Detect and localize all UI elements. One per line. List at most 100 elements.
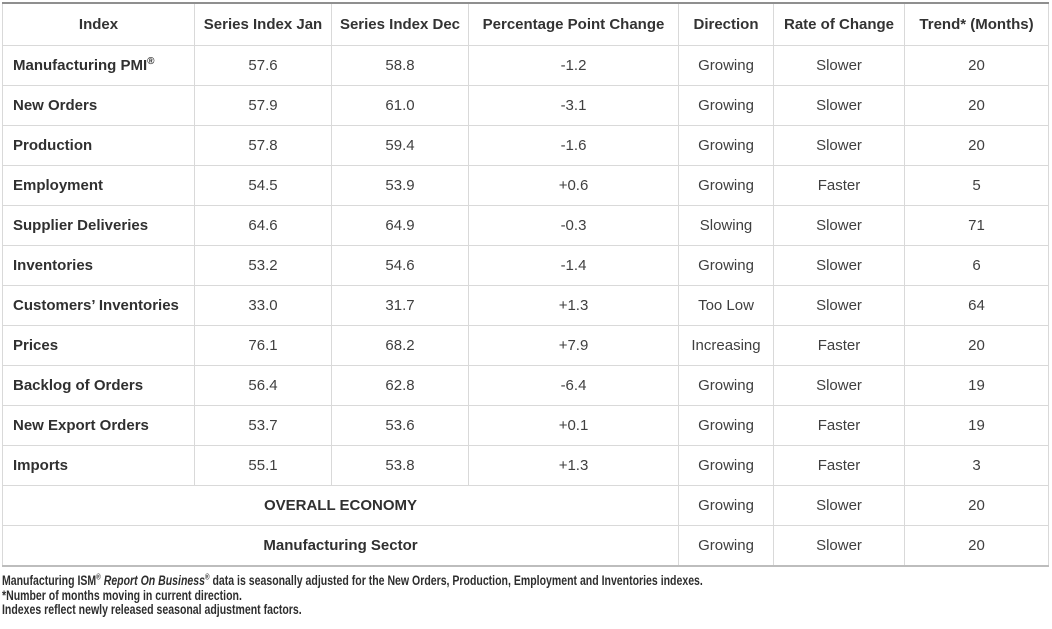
row-label: Production [2,125,195,166]
direction-value: Growing [678,405,774,446]
row-label: New Orders [2,85,195,126]
table-row: Production 57.8 59.4 -1.6 Growing Slower… [2,125,1049,166]
change-value: -0.3 [468,205,679,246]
direction-value: Growing [678,525,774,567]
column-header-direction: Direction [678,2,774,46]
footnote-report-title: Report On Business [100,573,205,588]
ism-indexes-table: Index Series Index Jan Series Index Dec … [2,2,1049,567]
table-row: Manufacturing PMI® 57.6 58.8 -1.2 Growin… [2,45,1049,86]
summary-row-manufacturing-sector: Manufacturing Sector Growing Slower 20 [2,525,1049,567]
table-row: Inventories 53.2 54.6 -1.4 Growing Slowe… [2,245,1049,286]
direction-value: Growing [678,45,774,86]
change-value: -6.4 [468,365,679,406]
jan-value: 57.8 [194,125,332,166]
row-label: Prices [2,325,195,366]
rate-value: Slower [773,285,905,326]
table-row: New Orders 57.9 61.0 -3.1 Growing Slower… [2,85,1049,126]
change-value: -3.1 [468,85,679,126]
trend-value: 20 [904,525,1049,567]
trend-value: 20 [904,45,1049,86]
footnote-text: Manufacturing ISM [2,573,97,588]
rate-value: Slower [773,485,905,526]
direction-value: Growing [678,365,774,406]
table-row: Backlog of Orders 56.4 62.8 -6.4 Growing… [2,365,1049,406]
direction-value: Too Low [678,285,774,326]
direction-value: Growing [678,485,774,526]
row-label: Inventories [2,245,195,286]
change-value: +0.1 [468,405,679,446]
footnote-line-3: Indexes reflect newly released seasonal … [2,602,302,617]
jan-value: 55.1 [194,445,332,486]
summary-row-overall-economy: OVERALL ECONOMY Growing Slower 20 [2,485,1049,526]
rate-value: Faster [773,325,905,366]
change-value: -1.2 [468,45,679,86]
dec-value: 53.8 [331,445,469,486]
row-label: Employment [2,165,195,206]
rate-value: Slower [773,365,905,406]
registered-trademark-icon: ® [204,572,210,582]
direction-value: Growing [678,165,774,206]
rate-value: Faster [773,165,905,206]
row-label: Manufacturing PMI [13,57,148,74]
table-row: Supplier Deliveries 64.6 64.9 -0.3 Slowi… [2,205,1049,246]
dec-value: 59.4 [331,125,469,166]
footnote-line-1: Manufacturing ISM® Report On Business® d… [2,572,821,589]
direction-value: Slowing [678,205,774,246]
table-row: New Export Orders 53.7 53.6 +0.1 Growing… [2,405,1049,446]
change-value: +1.3 [468,445,679,486]
jan-value: 76.1 [194,325,332,366]
row-label: Backlog of Orders [2,365,195,406]
rate-value: Slower [773,245,905,286]
table-row: Imports 55.1 53.8 +1.3 Growing Faster 3 [2,445,1049,486]
dec-value: 61.0 [331,85,469,126]
table-row: Customers’ Inventories 33.0 31.7 +1.3 To… [2,285,1049,326]
dec-value: 54.6 [331,245,469,286]
jan-value: 57.6 [194,45,332,86]
direction-value: Growing [678,125,774,166]
rate-value: Slower [773,45,905,86]
rate-value: Faster [773,445,905,486]
jan-value: 54.5 [194,165,332,206]
dec-value: 31.7 [331,285,469,326]
direction-value: Growing [678,85,774,126]
trend-value: 20 [904,85,1049,126]
trend-value: 3 [904,445,1049,486]
jan-value: 57.9 [194,85,332,126]
dec-value: 62.8 [331,365,469,406]
dec-value: 64.9 [331,205,469,246]
registered-trademark-icon: ® [96,572,101,582]
column-header-pct-change: Percentage Point Change [468,2,679,46]
column-header-trend: Trend* (Months) [904,2,1049,46]
table-row: Employment 54.5 53.9 +0.6 Growing Faster… [2,165,1049,206]
jan-value: 53.2 [194,245,332,286]
summary-label: OVERALL ECONOMY [2,485,679,526]
change-value: +7.9 [468,325,679,366]
header-row: Index Series Index Jan Series Index Dec … [2,2,1049,46]
jan-value: 56.4 [194,365,332,406]
direction-value: Increasing [678,325,774,366]
column-header-rate: Rate of Change [773,2,905,46]
trend-value: 5 [904,165,1049,206]
rate-value: Slower [773,85,905,126]
footnote-text: data is seasonally adjusted for the New … [209,573,703,588]
rate-value: Slower [773,205,905,246]
dec-value: 53.9 [331,165,469,206]
jan-value: 53.7 [194,405,332,446]
registered-trademark-icon: ® [147,56,155,67]
rate-value: Faster [773,405,905,446]
change-value: +1.3 [468,285,679,326]
trend-value: 20 [904,325,1049,366]
change-value: +0.6 [468,165,679,206]
jan-value: 33.0 [194,285,332,326]
direction-value: Growing [678,245,774,286]
footnote-line-2: *Number of months moving in current dire… [2,587,242,603]
summary-label: Manufacturing Sector [2,525,679,567]
dec-value: 58.8 [331,45,469,86]
dec-value: 53.6 [331,405,469,446]
trend-value: 71 [904,205,1049,246]
trend-value: 19 [904,405,1049,446]
rate-value: Slower [773,525,905,567]
trend-value: 64 [904,285,1049,326]
direction-value: Growing [678,445,774,486]
